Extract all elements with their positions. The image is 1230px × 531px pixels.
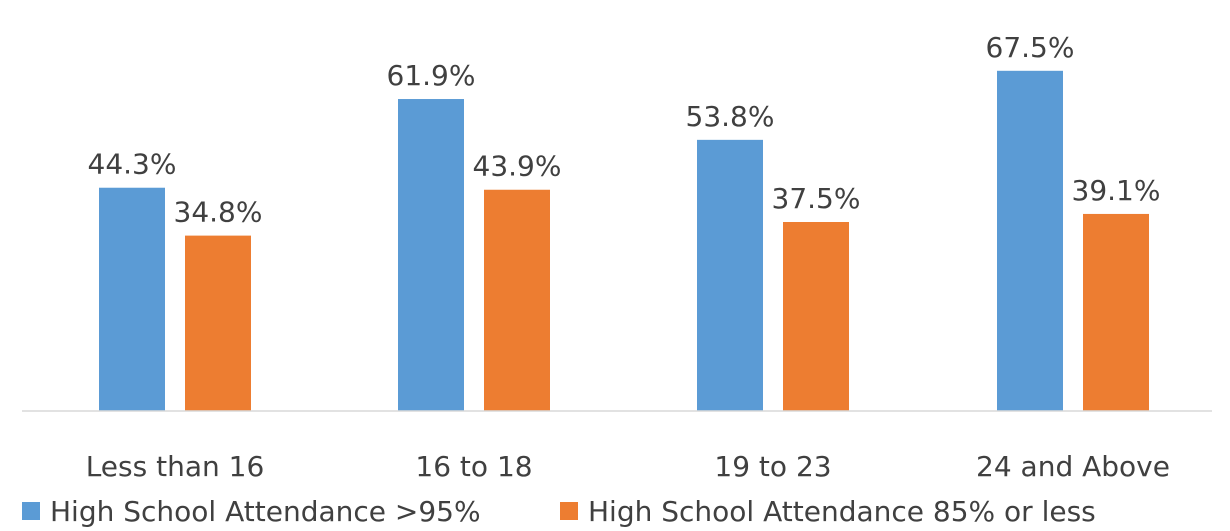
data-label: 53.8%: [686, 100, 775, 133]
bar-attendance-over-95-1: [398, 99, 464, 412]
bar-attendance-85-or-less-1: [484, 189, 550, 411]
x-tick-label: 19 to 23: [714, 450, 831, 483]
data-label: 39.1%: [1072, 174, 1161, 207]
x-tick-labels: Less than 16 16 to 18 19 to 23 24 and Above: [86, 450, 1170, 483]
data-label: 34.8%: [174, 196, 263, 229]
bar-attendance-over-95-2: [697, 139, 763, 411]
bar-attendance-over-95-3: [997, 70, 1063, 412]
bar-attendance-85-or-less-3: [1083, 213, 1149, 411]
x-tick-label: 16 to 18: [415, 450, 532, 483]
data-label: 44.3%: [88, 148, 177, 181]
legend-label-attendance-85-or-less: High School Attendance 85% or less: [588, 495, 1096, 528]
x-tick-label: Less than 16: [86, 450, 265, 483]
bar-attendance-over-95-0: [99, 187, 165, 411]
data-label: 67.5%: [986, 31, 1075, 64]
legend: High School Attendance >95% High School A…: [22, 495, 1096, 528]
bars-group: [99, 70, 1149, 412]
data-label: 37.5%: [772, 182, 861, 215]
data-label: 61.9%: [387, 59, 476, 92]
legend-swatch-attendance-over-95: [22, 502, 40, 520]
bar-attendance-85-or-less-2: [783, 222, 849, 411]
legend-swatch-attendance-85-or-less: [560, 502, 578, 520]
x-tick-label: 24 and Above: [976, 450, 1170, 483]
legend-label-attendance-over-95: High School Attendance >95%: [50, 495, 481, 528]
data-label: 43.9%: [473, 150, 562, 183]
data-labels-group: 44.3% 34.8% 61.9% 43.9% 53.8% 37.5% 67.5% 39.1%: [88, 31, 1161, 229]
bar-attendance-85-or-less-0: [185, 235, 251, 411]
